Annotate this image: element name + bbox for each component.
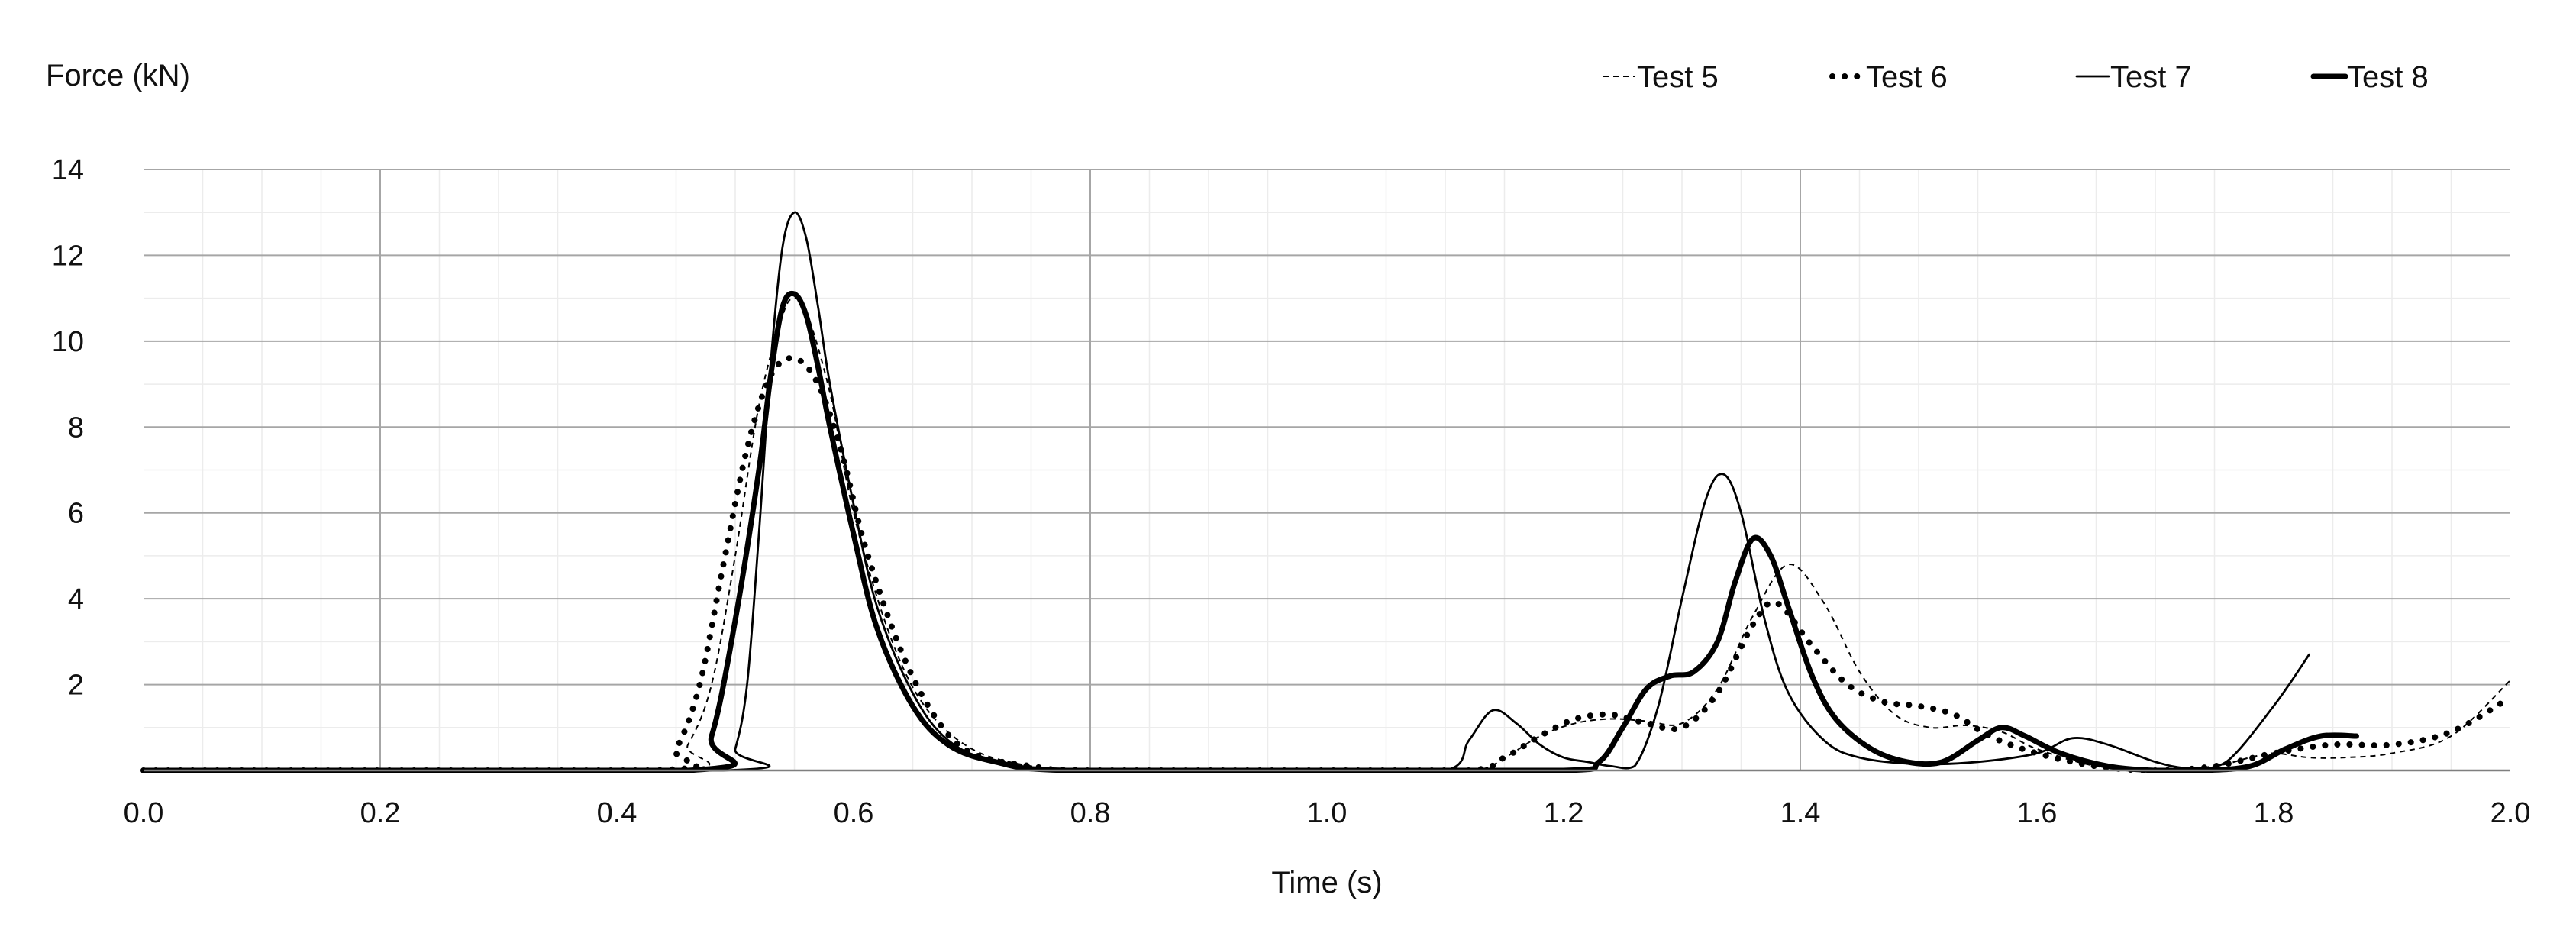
x-tick-label: 1.4 — [1780, 797, 1821, 829]
x-tick-label: 1.2 — [1544, 797, 1584, 829]
y-tick-label: 4 — [68, 583, 84, 615]
y-tick-label: 10 — [52, 326, 84, 358]
x-axis-title: Time (s) — [1271, 866, 1382, 899]
y-tick-label: 8 — [68, 412, 84, 444]
x-tick-label: 0.0 — [124, 797, 164, 829]
y-axis-title: Force (kN) — [46, 59, 190, 92]
series-line-test-6 — [140, 354, 2513, 774]
tick-labels: 0.0 0.2 0.4 0.6 0.8 1.0 1.2 1.4 1.6 1.8 2.0 2 4 6 8 10 1… — [52, 154, 2531, 829]
x-tick-label: 0.6 — [834, 797, 874, 829]
y-tick-label: 2 — [68, 670, 84, 702]
x-tick-label: 0.4 — [597, 797, 638, 829]
x-tick-label: 1.8 — [2254, 797, 2294, 829]
x-tick-label: 1.0 — [1307, 797, 1348, 829]
legend-label: Test 7 — [2110, 60, 2192, 94]
legend-label: Test 8 — [2347, 60, 2429, 94]
legend-item-test-8: Test 8 — [2310, 60, 2429, 94]
grid-layer — [144, 169, 2510, 770]
series-line-test-7 — [142, 211, 2310, 772]
x-tick-label: 0.8 — [1070, 797, 1111, 829]
y-tick-label: 12 — [52, 240, 84, 272]
legend-item-test-7: Test 7 — [2075, 60, 2192, 94]
x-tick-label: 1.6 — [2017, 797, 2058, 829]
legend-item-test-6: Test 6 — [1829, 60, 1948, 94]
legend-label: Test 6 — [1866, 60, 1948, 94]
legend-label: Test 5 — [1637, 60, 1719, 94]
x-tick-label: 2.0 — [2490, 797, 2531, 829]
legend: Test 5 Test 6 Test 7 Test 8 — [1603, 60, 2429, 94]
x-tick-label: 0.2 — [360, 797, 401, 829]
y-tick-label: 6 — [68, 498, 84, 530]
legend-item-test-5: Test 5 — [1603, 60, 1719, 94]
series-line-test-8 — [140, 290, 2359, 773]
y-tick-label: 14 — [52, 154, 84, 186]
